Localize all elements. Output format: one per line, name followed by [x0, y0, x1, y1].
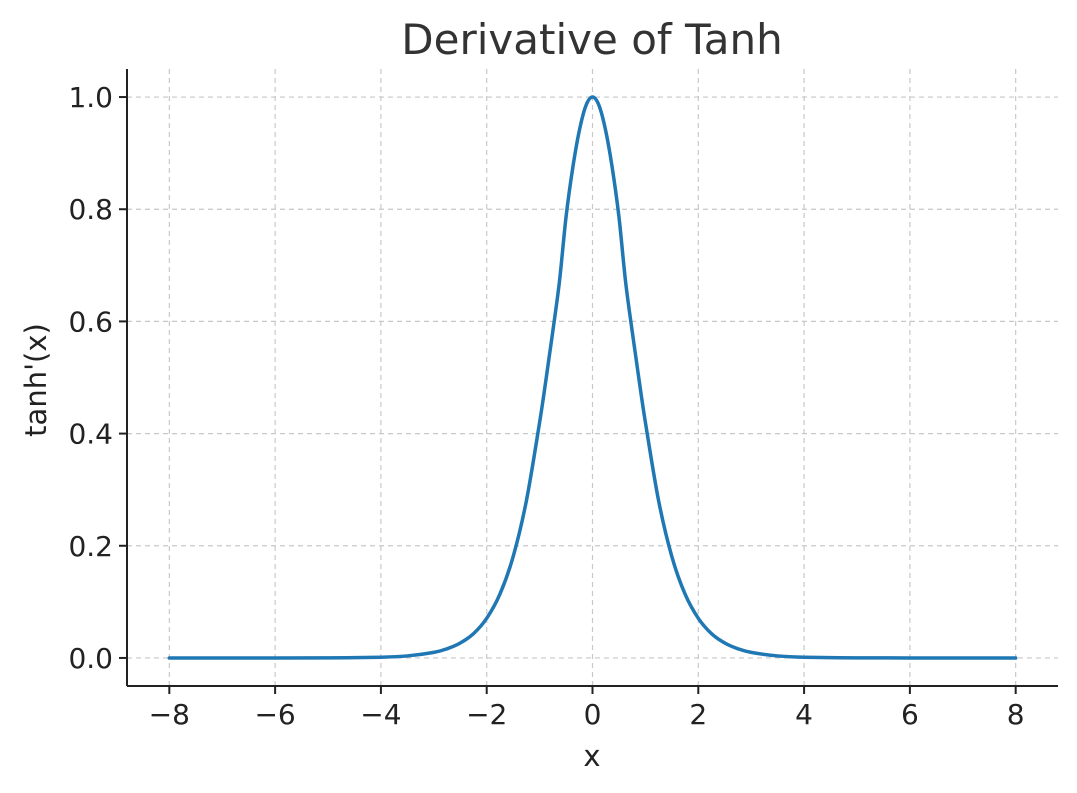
grid: [127, 69, 1058, 686]
x-tick-label: 8: [1007, 698, 1025, 731]
x-tick-label: −2: [466, 698, 507, 731]
y-tick-label: 0.4: [68, 418, 113, 451]
ticks: −8 −6 −4 −2 0 2 4 6 8 0.0 0.2 0.4 0.6 0.8 1.0: [68, 81, 1024, 731]
series-line: [167, 95, 1018, 660]
x-tick-label: 6: [901, 698, 919, 731]
chart-title: Derivative of Tanh: [401, 15, 782, 64]
y-tick-label: 0.6: [68, 305, 113, 338]
y-axis-label: tanh'(x): [19, 323, 53, 437]
x-axis-label: x: [583, 739, 600, 773]
y-tick-label: 1.0: [68, 81, 113, 114]
x-tick-label: −6: [254, 698, 295, 731]
y-tick-label: 0.8: [68, 193, 113, 226]
y-tick-label: 0.0: [68, 642, 113, 675]
x-tick-label: 2: [689, 698, 707, 731]
x-tick-label: −8: [149, 698, 190, 731]
x-tick-label: 4: [795, 698, 813, 731]
x-tick-label: 0: [584, 698, 602, 731]
x-tick-label: −4: [360, 698, 401, 731]
y-tick-label: 0.2: [68, 530, 113, 563]
